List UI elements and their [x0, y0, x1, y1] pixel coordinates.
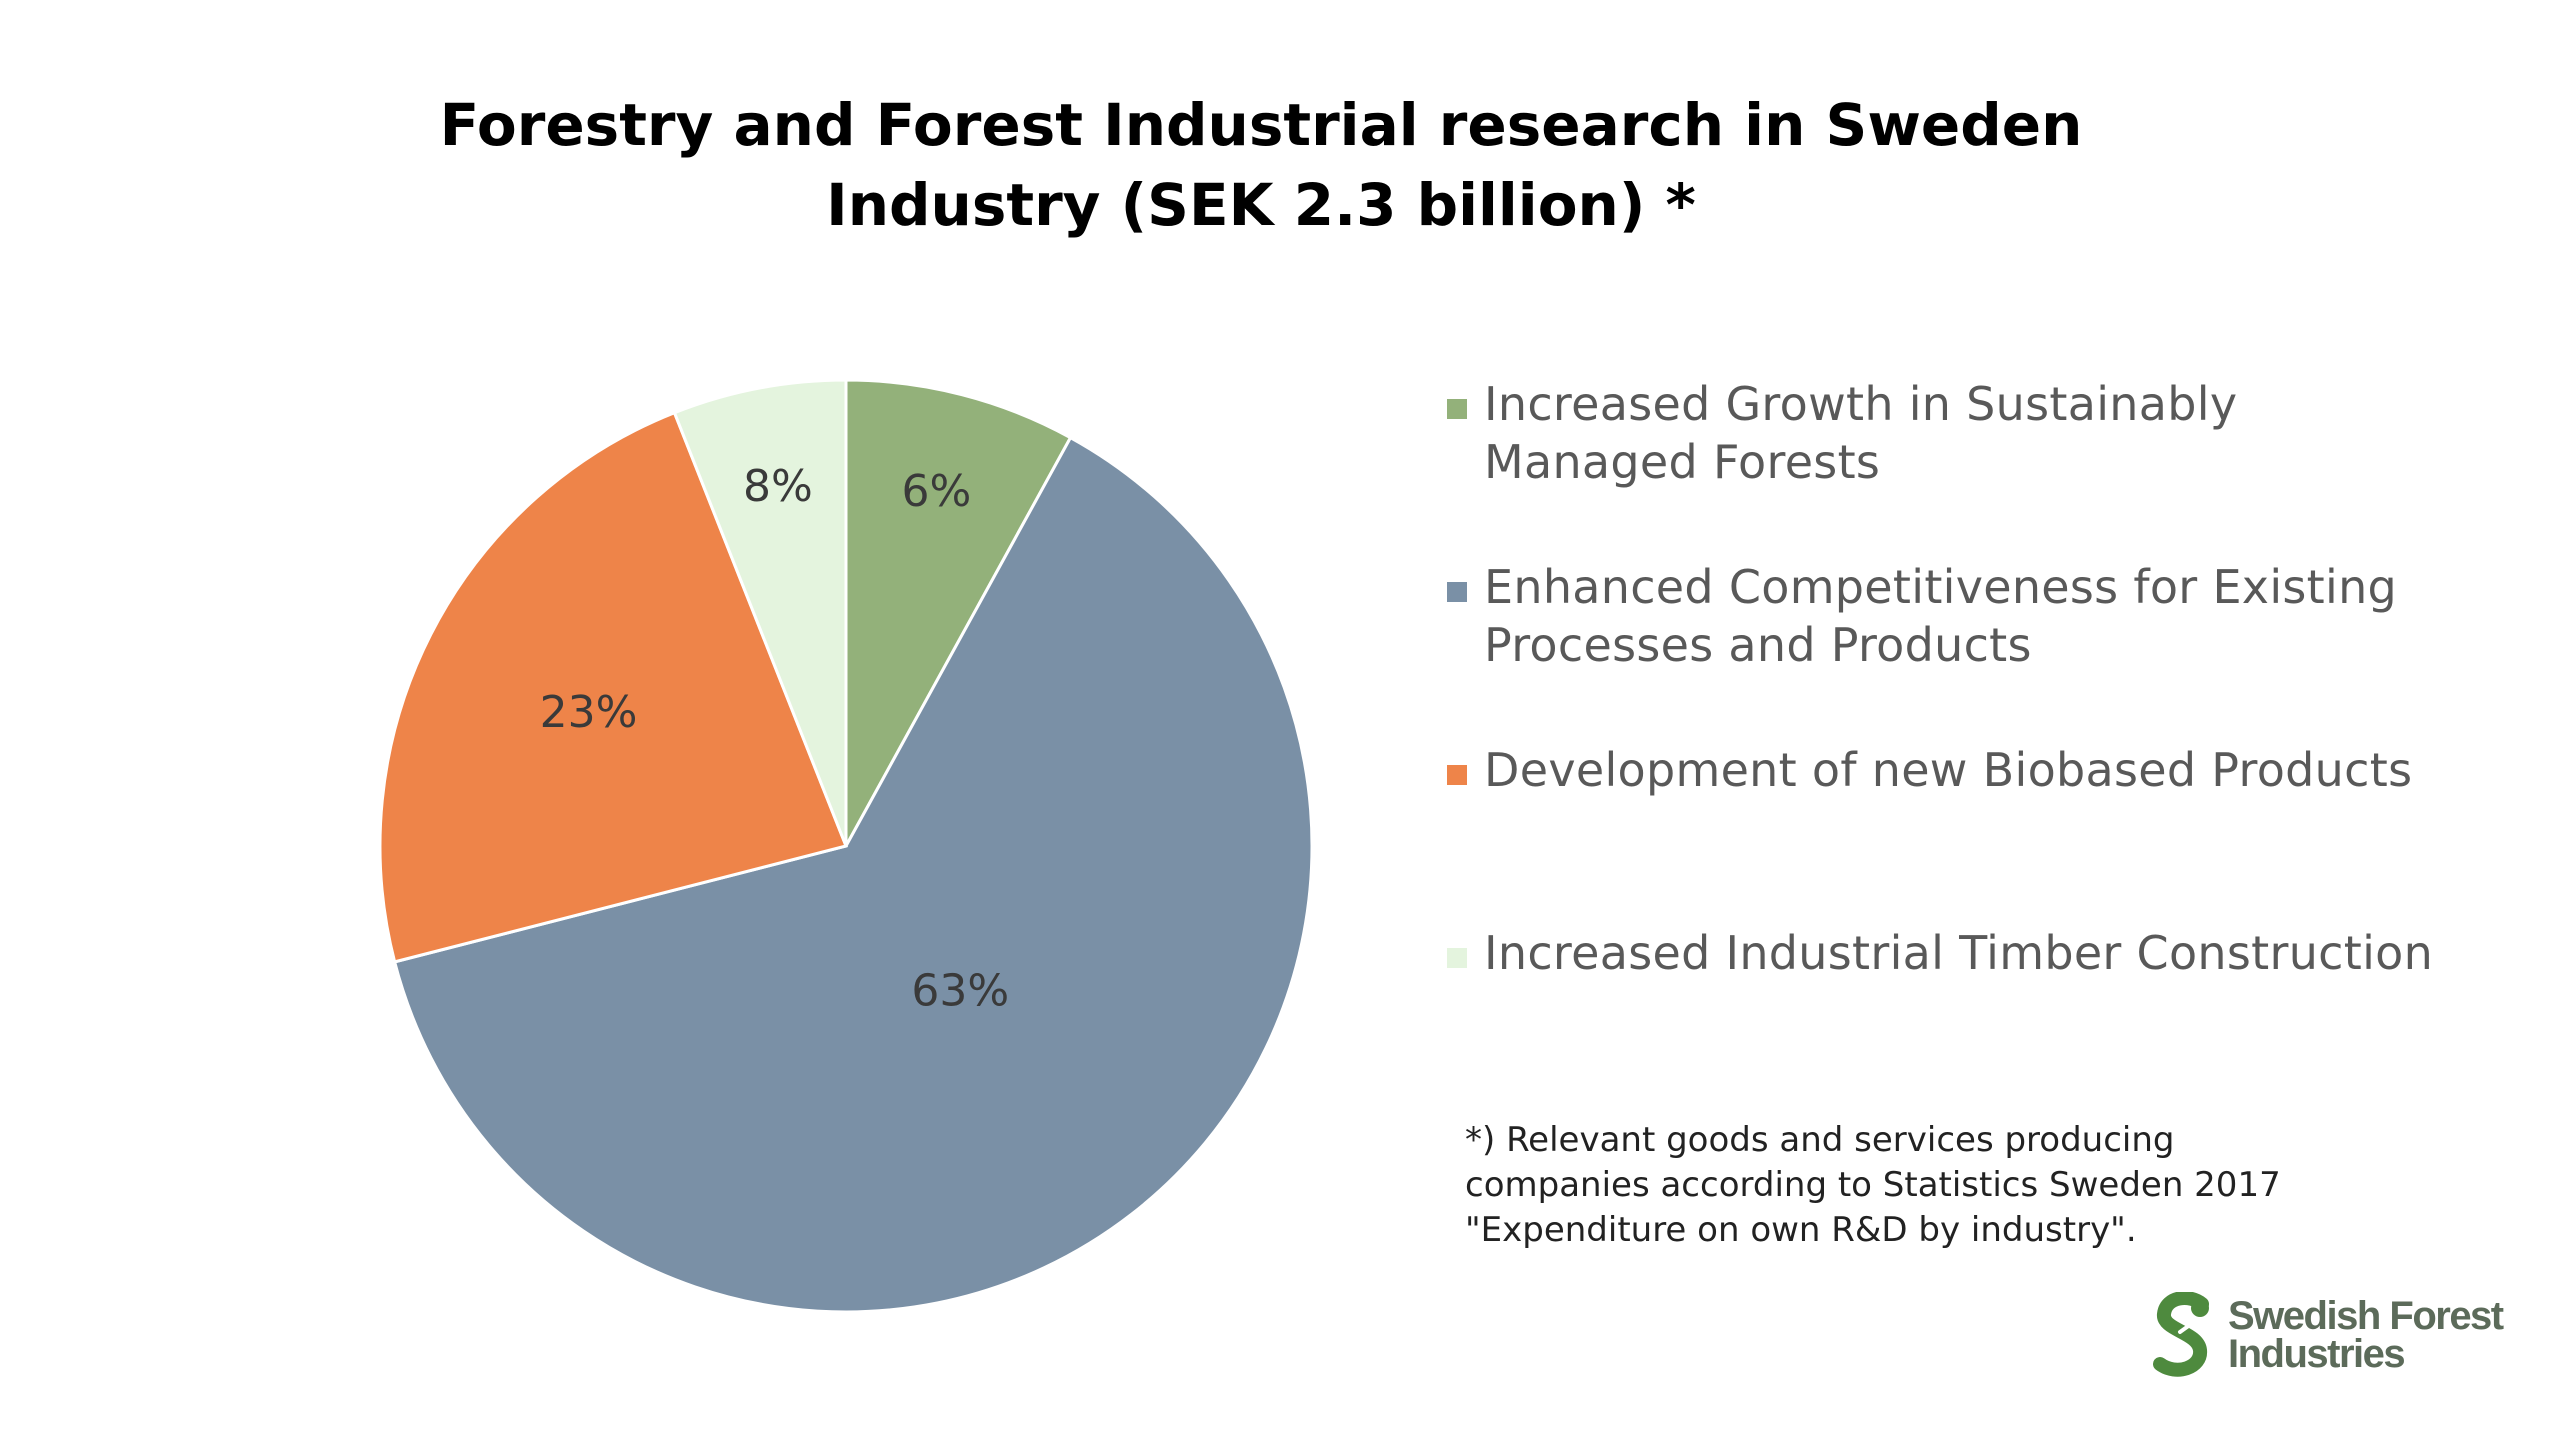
- swedish-forest-industries-logo: Swedish Forest Industries: [2150, 1292, 2504, 1378]
- swedish-forest-industries-s-icon: [2153, 1292, 2209, 1377]
- legend-item-competitiveness[interactable]: Enhanced Competitiveness for Existing Pr…: [1447, 558, 2397, 674]
- legend-swatch: [1447, 765, 1467, 785]
- chart-title-line-2: Industry (SEK 2.3 billion) *: [826, 171, 1696, 239]
- pie-slice[interactable]: [378, 410, 849, 964]
- slice-data-label: 63%: [911, 965, 1009, 1016]
- legend-label: Managed Forests: [1484, 435, 1881, 489]
- legend-swatch: [1447, 582, 1467, 602]
- pie-slices: [378, 378, 1314, 1314]
- slice-data-label: 23%: [540, 687, 638, 738]
- footnote-line: companies according to Statistics Sweden…: [1465, 1165, 2281, 1205]
- legend-item-biobased[interactable]: Development of new Biobased Products: [1447, 741, 2412, 799]
- legend-label: Development of new Biobased Products: [1484, 743, 2413, 797]
- pie-chart: 6% 63% 23% 8%: [378, 378, 1314, 1314]
- footnote: *) Relevant goods and services producing…: [1465, 1118, 2465, 1253]
- footnote-line: "Expenditure on own R&D by industry".: [1465, 1210, 2137, 1250]
- legend-item-growth[interactable]: Increased Growth in Sustainably Managed …: [1447, 375, 2237, 491]
- slice-data-label: 6%: [901, 466, 971, 517]
- pie-slice[interactable]: [672, 378, 848, 847]
- chart-title: Forestry and Forest Industrial research …: [0, 85, 2522, 245]
- logo-text-line-1: Swedish Forest: [2228, 1294, 2504, 1338]
- legend-label: Enhanced Competitiveness for Existing: [1484, 560, 2398, 614]
- pie-slice[interactable]: [844, 378, 1073, 847]
- legend-label: Increased Growth in Sustainably: [1484, 377, 2238, 431]
- slice-data-label: 8%: [743, 461, 813, 512]
- chart-title-line-1: Forestry and Forest Industrial research …: [439, 91, 2083, 159]
- legend-item-timber[interactable]: Increased Industrial Timber Construction: [1447, 924, 2433, 982]
- pie-slice[interactable]: [392, 435, 1314, 1314]
- legend-swatch: [1447, 399, 1467, 419]
- legend-label: Increased Industrial Timber Construction: [1484, 926, 2434, 980]
- legend-label: Processes and Products: [1484, 618, 2032, 672]
- pie-labels: 6% 63% 23% 8%: [540, 461, 1009, 1016]
- footnote-line: *) Relevant goods and services producing: [1465, 1120, 2175, 1160]
- logo-text-line-2: Industries: [2228, 1332, 2406, 1376]
- legend-swatch: [1447, 948, 1467, 968]
